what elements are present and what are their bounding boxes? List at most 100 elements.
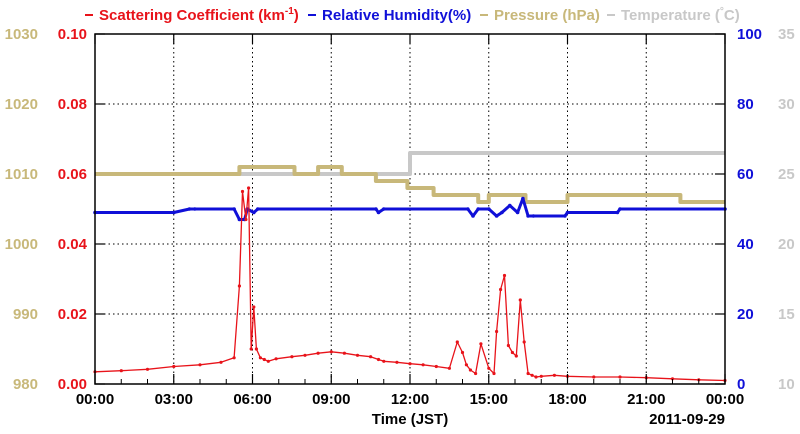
- tick-label-temperature: 10: [778, 376, 795, 393]
- data-point-scattering: [534, 375, 538, 379]
- tick-label-pressure: 1010: [5, 166, 38, 183]
- legend-label: Relative Humidity(%): [322, 7, 471, 24]
- data-point-relative: [508, 203, 512, 208]
- data-point-scattering: [274, 357, 278, 361]
- x-tick-label: 21:00: [627, 391, 665, 408]
- series-line-temperature: [95, 151, 725, 176]
- tick-label-scattering: 0.04: [58, 236, 88, 253]
- data-point-scattering: [145, 367, 150, 371]
- scattering-axis: 0.00 0.02 0.04 0.06 0.08 0.10: [58, 26, 105, 393]
- legend-item-relative: Relative Humidity(%): [308, 7, 471, 24]
- legend-label: Temperature (°C): [621, 6, 740, 24]
- data-point-scattering: [376, 357, 381, 362]
- data-point-scattering: [342, 351, 346, 355]
- data-point-scattering: [329, 350, 333, 354]
- data-point-relative: [255, 207, 260, 211]
- data-point-relative: [172, 210, 176, 215]
- data-point-scattering: [395, 360, 399, 364]
- data-point-relative: [237, 217, 242, 222]
- tick-label-temperature: 20: [778, 236, 795, 253]
- tick-label-relative: 0: [737, 376, 745, 393]
- x-axis: 00:00 03:00 06:00 09:00 12:00 15:00 18:00 21:00…: [76, 34, 744, 408]
- data-point-scattering: [254, 347, 258, 351]
- data-point-scattering: [447, 366, 451, 370]
- data-point-scattering: [618, 375, 622, 379]
- data-point-relative: [374, 207, 378, 211]
- data-point-scattering: [252, 305, 256, 309]
- data-point-scattering: [382, 359, 386, 363]
- temperature-axis: 10 15 20 25 30 35: [778, 26, 795, 393]
- data-point-scattering: [670, 377, 675, 381]
- data-point-relative: [476, 207, 481, 211]
- data-point-scattering: [355, 353, 360, 357]
- x-tick-label: 12:00: [391, 391, 429, 408]
- data-point-scattering: [510, 350, 514, 355]
- data-point-scattering: [290, 355, 294, 359]
- x-tick-label: 00:00: [76, 391, 114, 408]
- tick-label-relative: 80: [737, 96, 754, 113]
- data-point-scattering: [495, 329, 499, 334]
- data-point-scattering: [198, 363, 202, 367]
- data-point-scattering: [434, 364, 438, 369]
- tick-label-pressure: 1020: [5, 96, 38, 113]
- tick-label-pressure: 990: [13, 306, 38, 323]
- data-point-scattering: [539, 374, 543, 378]
- tick-label-relative: 20: [737, 306, 754, 323]
- series-layer: [93, 151, 727, 383]
- data-point-scattering: [487, 366, 491, 370]
- data-point-scattering: [479, 342, 483, 346]
- data-point-relative: [515, 210, 520, 215]
- data-point-relative: [466, 207, 470, 211]
- data-point-scattering: [408, 362, 412, 366]
- tick-label-pressure: 980: [13, 376, 38, 393]
- data-point-scattering: [526, 371, 530, 376]
- data-point-relative: [526, 214, 530, 218]
- tick-label-pressure: 1030: [5, 26, 38, 43]
- data-point-scattering: [455, 340, 459, 344]
- data-point-scattering: [237, 284, 241, 288]
- data-point-scattering: [530, 373, 534, 377]
- data-point-scattering: [119, 369, 123, 373]
- data-point-scattering: [492, 371, 496, 376]
- tick-label-scattering: 0.02: [58, 306, 87, 323]
- data-point-relative: [494, 214, 499, 218]
- tick-label-temperature: 15: [778, 306, 795, 323]
- data-point-scattering: [552, 373, 557, 377]
- x-tick-label: 00:00: [706, 391, 744, 408]
- data-point-relative: [193, 207, 197, 211]
- tick-label-relative: 40: [737, 236, 754, 253]
- data-point-scattering: [316, 351, 320, 355]
- tick-label-pressure: 1000: [5, 236, 38, 253]
- data-point-scattering: [369, 355, 373, 359]
- data-point-scattering: [262, 357, 266, 362]
- tick-label-temperature: 35: [778, 26, 795, 43]
- data-point-scattering: [421, 363, 425, 367]
- x-tick-label: 15:00: [470, 391, 508, 408]
- x-tick-label: 18:00: [548, 391, 586, 408]
- x-tick-label: 09:00: [312, 391, 350, 408]
- data-point-scattering: [172, 364, 176, 369]
- data-point-relative: [565, 210, 570, 215]
- tick-label-temperature: 30: [778, 96, 795, 113]
- legend-item-scattering: Scattering Coefficient (km-1): [85, 6, 299, 24]
- data-point-scattering: [464, 363, 468, 367]
- data-point-relative: [521, 196, 525, 201]
- data-point-relative: [487, 207, 491, 211]
- data-point-scattering: [219, 360, 223, 364]
- data-point-relative: [531, 214, 536, 218]
- pressure-axis: 980 990 1000 1010 1020 1030: [5, 26, 38, 393]
- data-point-relative: [376, 210, 381, 215]
- data-point-scattering: [232, 356, 236, 360]
- legend: Scattering Coefficient (km-1) Relative Hu…: [85, 6, 740, 24]
- x-tick-label: 06:00: [233, 391, 271, 408]
- data-point-scattering: [244, 217, 248, 222]
- x-tick-label: 03:00: [155, 391, 193, 408]
- tick-label-relative: 60: [737, 166, 754, 183]
- tick-label-scattering: 0.10: [58, 26, 87, 43]
- data-point-relative: [563, 214, 567, 218]
- data-point-scattering: [303, 353, 307, 357]
- date-label: 2011-09-29: [649, 411, 725, 428]
- series-line-scattering: [94, 187, 726, 382]
